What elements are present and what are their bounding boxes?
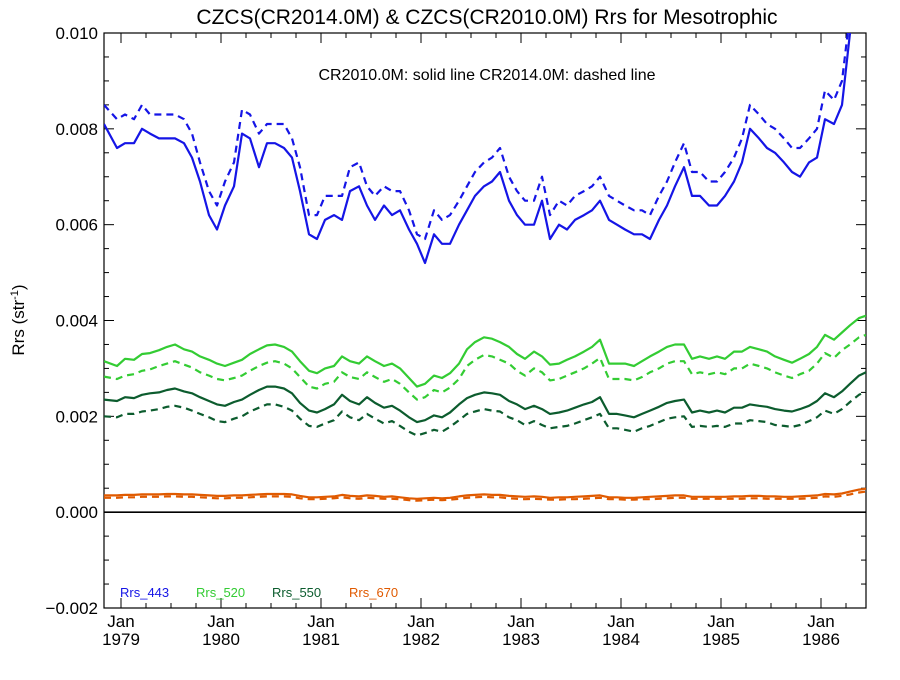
x-tick-month-label: Jan [507, 612, 534, 631]
x-tick-year-label: 1982 [402, 630, 440, 649]
x-tick-year-label: 1979 [102, 630, 140, 649]
series-line-rrs_443-solid [104, 33, 852, 265]
y-axis-label-close: ) [9, 284, 28, 290]
y-tick-label: −0.002 [46, 599, 98, 618]
series-line-rrs_550-dashed [104, 390, 866, 437]
legend-label-rrs_550: Rrs_550 [272, 585, 321, 600]
y-tick-label: 0.010 [55, 24, 98, 43]
x-tick-month-label: Jan [407, 612, 434, 631]
x-tick-month-label: Jan [307, 612, 334, 631]
y-tick-label: 0.004 [55, 312, 98, 331]
y-axis-label: Rrs (str-1) [9, 284, 28, 355]
x-tick-year-label: 1985 [702, 630, 740, 649]
series-line-rrs_520-dashed [104, 333, 866, 401]
plot-frame [103, 32, 867, 609]
x-tick-month-label: Jan [207, 612, 234, 631]
series-line-rrs_550-solid [104, 371, 866, 424]
plot-lines [104, 33, 866, 502]
series-line-rrs_670-solid [104, 487, 866, 500]
x-tick-year-label: 1986 [802, 630, 840, 649]
x-tick-year-label: 1984 [602, 630, 640, 649]
legend-label-rrs_670: Rrs_670 [349, 585, 398, 600]
x-tick-month-label: Jan [607, 612, 634, 631]
legend-label-rrs_443: Rrs_443 [120, 585, 169, 600]
series-line-rrs_670-dashed [104, 490, 866, 502]
y-axis-label-base: Rrs (str [9, 300, 28, 356]
legend: Rrs_443 Rrs_520 Rrs_550 Rrs_670 [120, 585, 398, 600]
series-line-rrs_520-solid [104, 314, 866, 388]
x-tick-month-label: Jan [707, 612, 734, 631]
line-style-note: CR2010.0M: solid line CR2014.0M: dashed … [318, 67, 655, 84]
y-tick-label: 0.006 [55, 216, 98, 235]
axes: −0.0020.0000.0020.0040.0060.0080.010Jan1… [46, 24, 867, 649]
y-tick-label: 0.008 [55, 120, 98, 139]
x-tick-year-label: 1980 [202, 630, 240, 649]
x-tick-month-label: Jan [807, 612, 834, 631]
chart-title: CZCS(CR2014.0M) & CZCS(CR2010.0M) Rrs fo… [196, 6, 777, 29]
y-tick-label: 0.002 [55, 407, 98, 426]
x-tick-year-label: 1981 [302, 630, 340, 649]
series-line-rrs_443-dashed [104, 33, 849, 241]
x-tick-month-label: Jan [107, 612, 134, 631]
x-tick-year-label: 1983 [502, 630, 540, 649]
legend-label-rrs_520: Rrs_520 [196, 585, 245, 600]
y-tick-label: 0.000 [55, 503, 98, 522]
y-axis-label-exponent: -1 [9, 290, 21, 300]
